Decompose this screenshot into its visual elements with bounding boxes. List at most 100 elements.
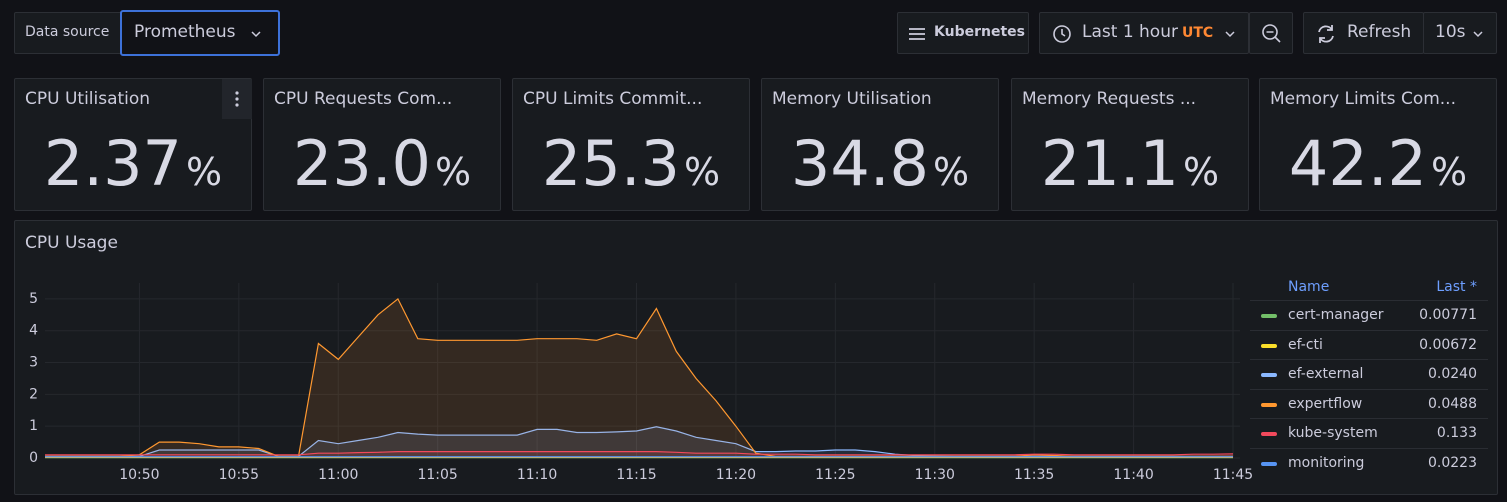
stat-value: 2.37% bbox=[15, 127, 251, 200]
legend-last: 0.0223 bbox=[1428, 455, 1477, 471]
y-tick-label: 2 bbox=[29, 386, 38, 402]
stat-value: 42.2% bbox=[1260, 127, 1496, 200]
stat-value: 34.8% bbox=[762, 127, 998, 200]
stat-number: 42.2 bbox=[1288, 127, 1427, 200]
legend-last: 0.00672 bbox=[1419, 336, 1477, 353]
dashboard-link-text: Kubernetes bbox=[934, 24, 1025, 40]
stat-title: Memory Requests ... bbox=[1022, 89, 1197, 109]
dashboard-link[interactable]: Kubernetes bbox=[897, 12, 1029, 54]
panel-title: CPU Usage bbox=[25, 233, 118, 253]
time-picker[interactable]: Last 1 hour UTC bbox=[1039, 12, 1249, 54]
x-tick-label: 11:10 bbox=[517, 467, 557, 483]
time-range: Last 1 hour bbox=[1082, 22, 1178, 42]
legend-name: cert-manager bbox=[1288, 307, 1384, 323]
legend-last: 0.0488 bbox=[1428, 395, 1477, 412]
stat-panel: Memory Limits Com... 42.2% bbox=[1259, 78, 1497, 211]
legend-divider bbox=[1250, 448, 1488, 449]
x-tick-label: 11:00 bbox=[318, 467, 358, 483]
x-tick-label: 11:05 bbox=[417, 467, 457, 483]
menu-icon bbox=[909, 28, 925, 40]
stat-number: 23.0 bbox=[292, 127, 431, 200]
legend-divider bbox=[1250, 418, 1488, 420]
stat-number: 25.3 bbox=[541, 127, 680, 200]
x-tick-label: 10:55 bbox=[219, 467, 259, 483]
stat-value: 23.0% bbox=[264, 127, 500, 200]
legend-name: kube-system bbox=[1288, 425, 1378, 442]
legend-swatch[interactable] bbox=[1261, 314, 1277, 318]
x-tick-label: 11:20 bbox=[716, 467, 756, 483]
legend-divider bbox=[1250, 388, 1488, 390]
stat-unit: % bbox=[1182, 150, 1220, 194]
legend-swatch[interactable] bbox=[1261, 373, 1277, 378]
chevron-icon bbox=[1473, 31, 1483, 38]
stat-title: CPU Limits Commit... bbox=[523, 89, 703, 109]
plot-area bbox=[45, 297, 1234, 459]
legend-divider bbox=[1250, 329, 1488, 331]
stat-unit: % bbox=[185, 150, 223, 194]
x-tick-label: 11:15 bbox=[616, 467, 656, 483]
zoom-out-icon bbox=[1262, 24, 1281, 43]
x-tick-label: 10:50 bbox=[119, 467, 159, 483]
refresh-icon bbox=[1318, 25, 1334, 43]
legend-header: Last * bbox=[1436, 279, 1477, 295]
stat-unit: % bbox=[1430, 150, 1468, 194]
legend-name: ef-external bbox=[1288, 366, 1364, 383]
data-source-select[interactable]: Prometheus bbox=[120, 10, 280, 56]
legend-name: expertflow bbox=[1288, 395, 1363, 412]
stat-title: Memory Limits Com... bbox=[1270, 89, 1456, 109]
legend-swatch[interactable] bbox=[1261, 432, 1277, 437]
y-tick-label: 1 bbox=[29, 418, 38, 434]
stat-panel: Memory Utilisation 34.8% bbox=[761, 78, 999, 211]
x-tick-label: 11:45 bbox=[1213, 467, 1253, 483]
data-source-label: Data source bbox=[25, 24, 110, 40]
stat-value: 21.1% bbox=[1012, 127, 1248, 200]
series-area bbox=[45, 298, 1233, 458]
stat-title: Memory Utilisation bbox=[772, 89, 932, 109]
stat-unit: % bbox=[932, 150, 970, 194]
stat-panel: CPU Requests Com... 23.0% bbox=[263, 78, 501, 211]
legend-swatch[interactable] bbox=[1261, 462, 1277, 466]
kebab-icon bbox=[235, 91, 239, 107]
zoom-out-button[interactable] bbox=[1249, 12, 1293, 54]
legend-swatch[interactable] bbox=[1261, 402, 1277, 407]
refresh-text: Refresh bbox=[1347, 22, 1412, 42]
x-tick-label: 11:35 bbox=[1014, 467, 1054, 483]
stat-unit: % bbox=[434, 150, 472, 194]
chevron-icon bbox=[251, 31, 261, 38]
chevron-icon bbox=[1225, 31, 1235, 38]
x-tick-label: 11:40 bbox=[1113, 467, 1153, 483]
refresh-interval[interactable]: 10s bbox=[1423, 12, 1497, 54]
timezone: UTC bbox=[1182, 25, 1214, 41]
stat-number: 21.1 bbox=[1040, 127, 1179, 200]
panel-menu[interactable] bbox=[222, 79, 252, 119]
legend-swatch[interactable] bbox=[1261, 343, 1277, 348]
stat-number: 34.8 bbox=[790, 127, 929, 200]
clock-icon bbox=[1053, 25, 1071, 43]
legend-name: ef-cti bbox=[1288, 336, 1323, 353]
stat-panel: CPU Limits Commit... 25.3% bbox=[512, 78, 750, 211]
refresh-button[interactable]: Refresh bbox=[1303, 12, 1424, 54]
legend-divider bbox=[1250, 300, 1488, 301]
stat-panel: CPU Utilisation 2.37% bbox=[14, 78, 252, 211]
stat-panel: Memory Requests ... 21.1% bbox=[1011, 78, 1249, 211]
stat-title: CPU Utilisation bbox=[25, 89, 151, 109]
refresh-interval-value: 10s bbox=[1435, 22, 1466, 42]
stat-number: 2.37 bbox=[43, 127, 182, 200]
legend-name: monitoring bbox=[1288, 455, 1365, 471]
x-tick-label: 11:30 bbox=[915, 467, 955, 483]
series-area bbox=[45, 426, 1233, 458]
y-tick-label: 0 bbox=[29, 450, 38, 466]
stat-value: 25.3% bbox=[513, 127, 749, 200]
legend-last: 0.00771 bbox=[1419, 307, 1477, 323]
data-source-label-box: Data source bbox=[14, 12, 122, 54]
y-tick-label: 3 bbox=[29, 355, 38, 371]
series-line bbox=[45, 451, 1234, 456]
x-tick-label: 11:25 bbox=[815, 467, 855, 483]
y-tick-label: 5 bbox=[29, 291, 38, 307]
y-tick-label: 4 bbox=[29, 323, 38, 339]
legend-divider bbox=[1250, 359, 1488, 361]
data-source-value: Prometheus bbox=[134, 22, 236, 42]
stat-unit: % bbox=[683, 150, 721, 194]
